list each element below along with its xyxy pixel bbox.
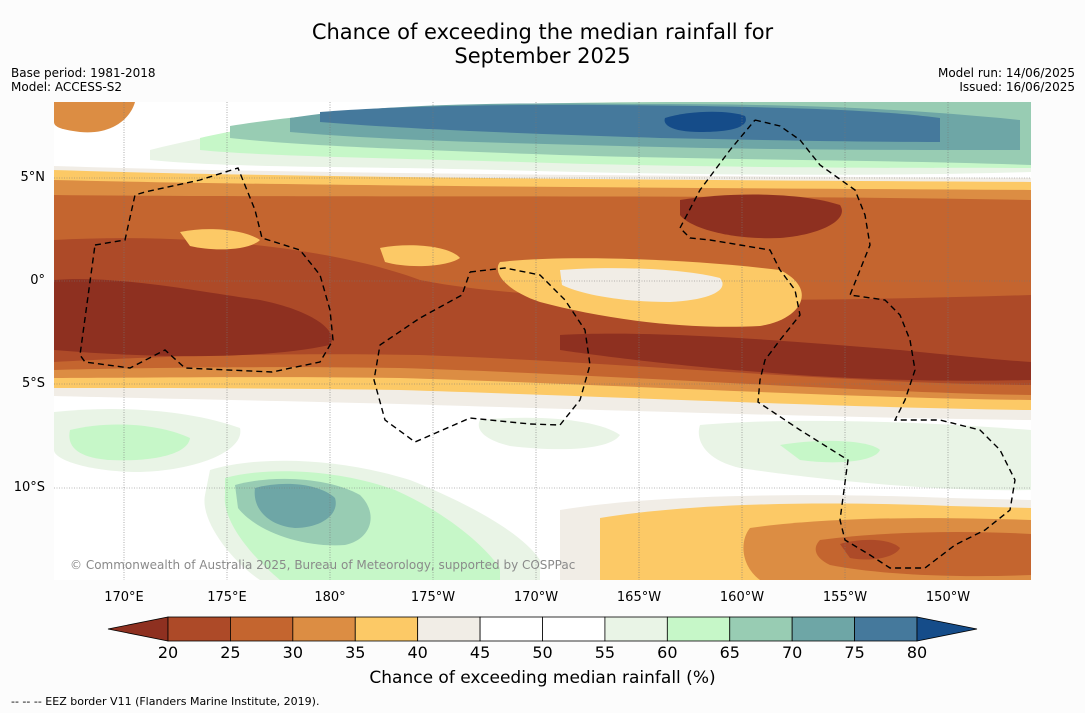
eez-borders [79, 119, 1016, 569]
eez-footnote: -- -- -- EEZ border V11 (Flanders Marine… [11, 695, 320, 708]
south-wet-65 [69, 424, 190, 461]
copyright-notice: © Commonwealth of Australia 2025, Bureau… [70, 558, 576, 572]
lon-label-180: 180° [314, 590, 346, 605]
colorbar-tick: 60 [657, 643, 678, 662]
dry-core-central [560, 333, 1031, 381]
dry-core-west [54, 279, 332, 357]
lon-label-160w: 160°W [719, 590, 765, 605]
colorbar-tick: 25 [220, 643, 241, 662]
lon-label-170w: 170°W [513, 590, 559, 605]
colorbar-segment [729, 616, 793, 642]
colorbar-segment [666, 616, 731, 642]
colorbar-tick: 55 [594, 643, 616, 662]
yellow-spot-mid [380, 245, 460, 267]
south-green-mid [478, 417, 620, 450]
colorbar-tick: 45 [469, 643, 491, 662]
colorbar-segment [604, 616, 668, 642]
colorbar-segment [791, 616, 855, 642]
moist-pocket-white [560, 268, 723, 302]
nw-dry-patch [54, 102, 135, 133]
yellow-spot-left [180, 229, 260, 250]
metadata-left: Base period: 1981-2018 Model: ACCESS-S2 [11, 66, 156, 94]
lon-label-175e: 175°E [207, 590, 247, 605]
colorbar-label: Chance of exceeding median rainfall (%) [369, 668, 716, 688]
colorbar [107, 616, 978, 642]
colorbar-tick: 30 [282, 643, 303, 662]
map-field [54, 102, 1031, 580]
colorbar-tick: 20 [157, 643, 179, 662]
model-text: Model: ACCESS-S2 [11, 80, 123, 94]
lat-label-0: 0° [30, 273, 45, 288]
eez-border-kiribati-line [679, 119, 1016, 569]
eez-border-tokelau [373, 267, 591, 443]
dry-core-north [680, 194, 842, 239]
graticule [54, 102, 1031, 580]
colorbar-segment [479, 616, 543, 642]
colorbar-tick: 50 [532, 643, 553, 662]
east-wet-65 [780, 440, 880, 463]
colorbar-tick: 35 [345, 643, 366, 662]
lon-label-150w: 150°W [925, 590, 971, 605]
metadata-right: Model run: 14/06/2025 Issued: 16/06/2025 [938, 66, 1075, 94]
model-run-text: Model run: 14/06/2025 [937, 66, 1075, 80]
colorbar-segment [854, 616, 918, 642]
sw-green-75 [254, 483, 336, 528]
se-dry-25 [840, 539, 900, 560]
lat-label-5s: 5°S [21, 376, 45, 391]
lon-label-170e: 170°E [104, 590, 144, 605]
lon-label-165w: 165°W [616, 590, 662, 605]
colorbar-tick: 70 [781, 643, 803, 662]
colorbar-segment [230, 616, 294, 642]
title-line-2: September 2025 [454, 44, 631, 68]
title-line-1: Chance of exceeding the median rainfall … [311, 20, 774, 44]
colorbar-tick: 40 [407, 643, 428, 662]
wet-band-80 [320, 104, 940, 142]
colorbar-tick: 75 [844, 643, 865, 662]
colorbar-segment [354, 616, 419, 642]
base-period-text: Base period: 1981-2018 [11, 66, 156, 80]
colorbar-tick: 65 [719, 643, 740, 662]
colorbar-segment [167, 616, 231, 642]
lat-label-10s: 10°S [13, 480, 45, 495]
colorbar-segment [417, 616, 481, 642]
issued-text: Issued: 16/06/2025 [959, 80, 1075, 94]
wet-core [664, 111, 746, 132]
lon-label-155w: 155°W [822, 590, 868, 605]
colorbar-segment [542, 616, 606, 642]
lon-label-175w: 175°W [410, 590, 456, 605]
colorbar-extend-high [916, 616, 978, 642]
colorbar-extend-low [107, 616, 169, 642]
map-title: Chance of exceeding the median rainfall … [0, 20, 1085, 68]
colorbar-tick: 80 [906, 643, 928, 662]
lat-label-5n: 5°N [20, 170, 46, 185]
colorbar-segment [292, 616, 356, 642]
